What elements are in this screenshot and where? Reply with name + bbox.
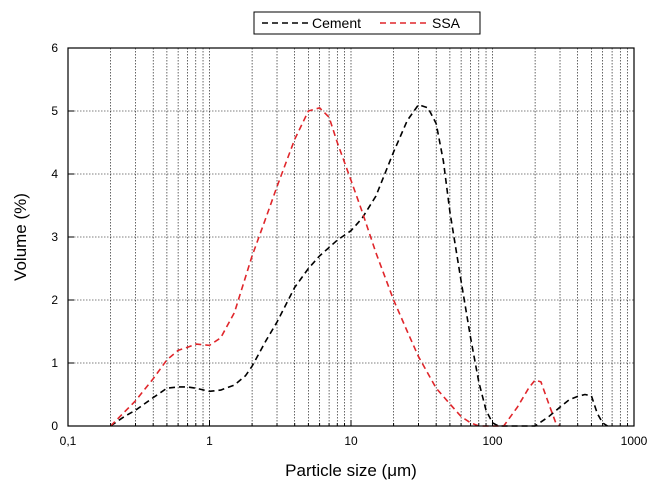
series-line-ssa [110, 107, 561, 427]
y-tick-label: 6 [51, 41, 58, 55]
x-tick-label: 10 [344, 434, 358, 448]
y-tick-label: 3 [51, 230, 58, 244]
y-tick-label: 4 [51, 167, 58, 181]
legend-label-ssa: SSA [432, 15, 461, 31]
ticks: 0,1 1 10 100 1000 0 1 2 3 4 5 6 [51, 41, 647, 448]
x-tick-label: 0,1 [60, 434, 77, 448]
y-tick-label: 5 [51, 104, 58, 118]
legend-label-cement: Cement [312, 15, 361, 31]
y-tick-label: 1 [51, 356, 58, 370]
series-layer [110, 103, 608, 427]
x-tick-label: 1000 [621, 434, 648, 448]
y-tick-label: 0 [51, 419, 58, 433]
y-axis-title: Volume (%) [11, 193, 30, 281]
x-tick-label: 100 [482, 434, 502, 448]
series-line-cement [110, 103, 608, 427]
y-tick-label: 2 [51, 293, 58, 307]
x-axis-title: Particle size (μm) [285, 461, 417, 480]
legend: Cement SSA [253, 11, 481, 35]
legend-box [253, 11, 481, 35]
grid [67, 47, 634, 427]
x-tick-label: 1 [206, 434, 213, 448]
